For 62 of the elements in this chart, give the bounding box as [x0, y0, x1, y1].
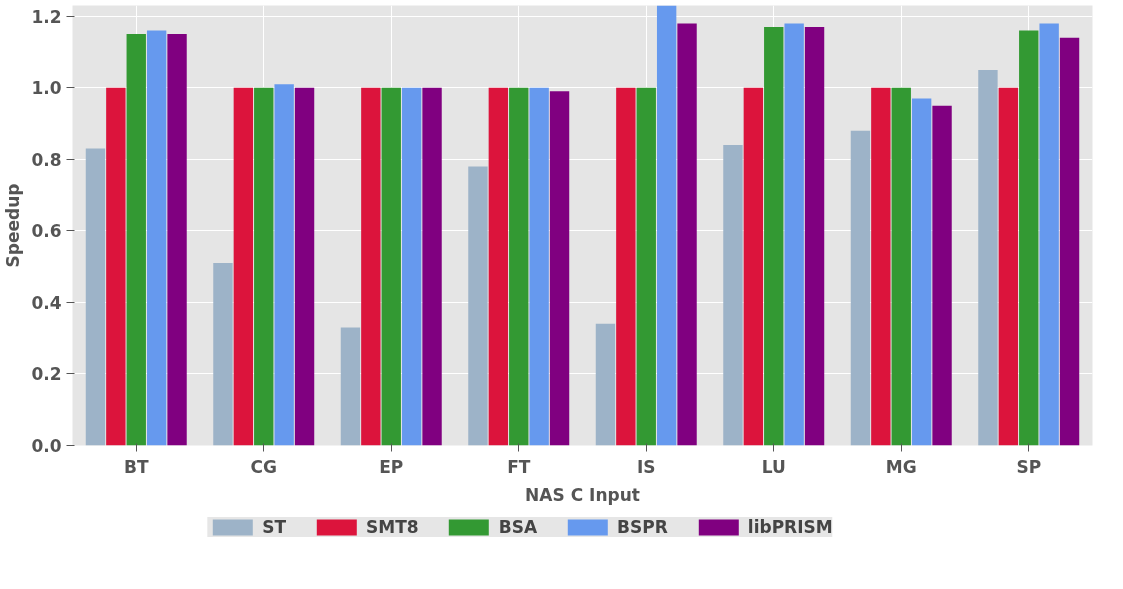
bar — [146, 30, 167, 446]
y-axis-title: Speedup — [3, 183, 24, 268]
x-tick-label: FT — [507, 456, 531, 477]
bar — [549, 91, 570, 446]
bar — [978, 69, 998, 446]
bar — [636, 87, 656, 446]
bar — [784, 23, 804, 446]
bar — [656, 5, 677, 446]
y-tick-label: 0.0 — [31, 436, 62, 456]
bar — [1039, 23, 1059, 446]
bar — [1019, 30, 1039, 446]
legend-label: ST — [262, 517, 287, 537]
bar — [468, 166, 488, 446]
bar — [998, 87, 1019, 446]
bar — [911, 98, 932, 446]
bar — [850, 130, 871, 446]
bar — [233, 87, 254, 446]
legend-label: BSPR — [617, 517, 668, 537]
y-tick-label: 1.2 — [31, 6, 62, 27]
x-tick-label: CG — [250, 456, 277, 477]
y-tick-label: 0.6 — [31, 221, 62, 242]
bar — [891, 87, 911, 446]
bar — [723, 145, 743, 446]
bar — [804, 26, 825, 446]
x-tick-label: MG — [885, 456, 917, 477]
bar — [595, 323, 616, 446]
bar — [871, 87, 891, 446]
bar — [1059, 37, 1080, 446]
bar — [213, 263, 233, 446]
legend-label: libPRISM — [747, 517, 833, 537]
x-tick-label: SP — [1016, 456, 1042, 477]
x-axis-title: NAS C Input — [525, 484, 640, 505]
bar — [677, 23, 697, 446]
y-tick-label: 0.4 — [31, 292, 62, 313]
bar — [340, 327, 361, 446]
bar — [167, 34, 187, 446]
bar — [509, 87, 529, 446]
bar — [932, 105, 952, 446]
legend-label: SMT8 — [366, 517, 419, 537]
bar — [381, 87, 401, 446]
bar — [616, 87, 636, 446]
legend-label: BSA — [498, 517, 538, 537]
bar — [361, 87, 381, 446]
bar — [764, 26, 784, 446]
bar — [529, 87, 549, 446]
y-tick-label: 0.8 — [31, 149, 62, 170]
x-tick-label: EP — [379, 456, 404, 477]
bar — [488, 87, 509, 446]
y-tick-label: 0.2 — [31, 364, 62, 385]
x-tick-label: IS — [636, 456, 656, 477]
bar — [254, 87, 274, 446]
bar — [294, 87, 315, 446]
bar — [106, 87, 126, 446]
bar — [126, 34, 146, 446]
bar — [422, 87, 442, 446]
bar — [85, 148, 106, 446]
x-tick-label: BT — [123, 456, 149, 477]
bar — [274, 84, 294, 446]
x-tick-label: LU — [761, 456, 786, 477]
bar — [743, 87, 764, 446]
bar — [401, 87, 422, 446]
y-tick-label: 1.0 — [31, 78, 62, 99]
